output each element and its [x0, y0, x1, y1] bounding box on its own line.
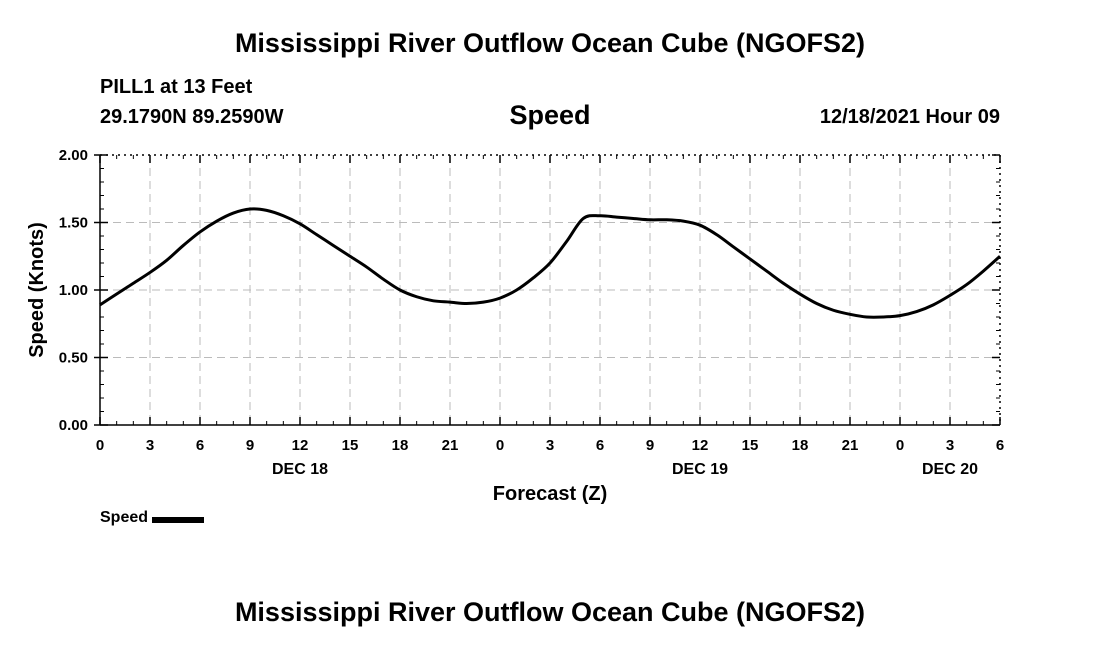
y-tick-label: 2.00	[59, 147, 88, 164]
y-tick-label: 1.00	[59, 282, 88, 299]
x-tick-label: 6	[596, 437, 604, 454]
x-tick-label: 15	[342, 437, 359, 454]
x-tick-label: 0	[496, 437, 504, 454]
legend: Speed	[100, 509, 205, 527]
day-label: DEC 18	[272, 461, 328, 478]
chart-title: Speed	[509, 100, 591, 130]
speed-series-line	[99, 207, 1001, 319]
timestamp-label: 12/18/2021 Hour 09	[819, 106, 1000, 128]
x-tick-label: 12	[692, 437, 709, 454]
x-tick-label: 12	[292, 437, 309, 454]
series	[99, 207, 1001, 319]
x-tick-label: 15	[742, 437, 759, 454]
ticks	[94, 154, 1001, 426]
main-title: Mississippi River Outflow Ocean Cube (NG…	[234, 28, 866, 58]
day-label: DEC 19	[672, 461, 728, 478]
x-tick-label: 9	[646, 437, 654, 454]
y-tick-label: 0.00	[59, 417, 88, 434]
grid	[100, 155, 1000, 425]
x-tick-label: 0	[896, 437, 904, 454]
x-tick-label: 6	[196, 437, 204, 454]
x-tick-label: 21	[442, 437, 459, 454]
y-tick-label: 0.50	[59, 350, 88, 367]
legend-label: Speed	[100, 509, 149, 526]
y-axis-label: Speed (Knots)	[26, 222, 48, 358]
x-tick-label: 18	[792, 437, 809, 454]
y-tick-label: 1.50	[59, 215, 88, 232]
station-label: PILL1 at 13 Feet	[100, 76, 253, 98]
x-axis-label: Forecast (Z)	[493, 483, 607, 505]
x-tick-label: 3	[946, 437, 954, 454]
legend-swatch	[152, 516, 205, 523]
x-tick-label: 6	[996, 437, 1004, 454]
footer-title: Mississippi River Outflow Ocean Cube (NG…	[234, 597, 866, 627]
tick-labels: 0 3 6 9 12 15 18 21 0 3 6 9 12 15 18 21 0 3 6 0.00 0.50 1.00 1…	[59, 147, 1004, 478]
x-tick-label: 18	[392, 437, 409, 454]
x-tick-label: 21	[842, 437, 859, 454]
x-tick-label: 3	[146, 437, 154, 454]
coordinates-label: 29.1790N 89.2590W	[100, 106, 284, 128]
x-tick-label: 3	[546, 437, 554, 454]
x-tick-label: 9	[246, 437, 254, 454]
x-tick-label: 0	[96, 437, 104, 454]
day-label: DEC 20	[922, 461, 978, 478]
